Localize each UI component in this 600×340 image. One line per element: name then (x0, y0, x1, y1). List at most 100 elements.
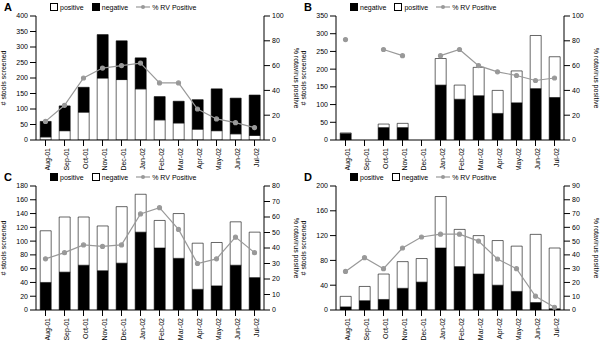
svg-text:200: 200 (16, 74, 28, 81)
svg-text:Oct-01: Oct-01 (382, 318, 389, 339)
svg-text:20: 20 (572, 112, 580, 119)
svg-text:# stools screened: # stools screened (300, 50, 307, 105)
svg-text:Dec-01: Dec-01 (420, 148, 427, 170)
svg-text:100: 100 (316, 101, 328, 108)
svg-text:Jan-02: Jan-02 (139, 318, 146, 340)
svg-text:180: 180 (16, 182, 28, 189)
svg-text:Aug-01: Aug-01 (44, 148, 52, 170)
svg-text:200: 200 (316, 182, 328, 189)
svg-text:60: 60 (572, 62, 580, 69)
svg-text:20: 20 (572, 279, 580, 286)
svg-text:160: 160 (316, 207, 328, 214)
svg-text:Mar-02: Mar-02 (177, 318, 184, 340)
svg-text:50: 50 (572, 238, 580, 245)
svg-text:Apr-02: Apr-02 (496, 148, 504, 169)
svg-text:Mar-02: Mar-02 (477, 318, 484, 340)
svg-text:Sep-01: Sep-01 (363, 318, 371, 340)
svg-text:300: 300 (316, 30, 328, 37)
svg-text:80: 80 (572, 196, 580, 203)
svg-text:40: 40 (272, 87, 280, 94)
svg-text:50: 50 (320, 119, 328, 126)
svg-text:70: 70 (572, 210, 580, 217)
svg-text:Feb-02: Feb-02 (158, 318, 165, 340)
svg-text:Jul-02: Jul-02 (553, 318, 560, 337)
svg-text:20: 20 (272, 112, 280, 119)
svg-text:Nov-01: Nov-01 (101, 318, 108, 340)
svg-text:0: 0 (24, 306, 28, 313)
svg-text:30: 30 (272, 260, 280, 267)
svg-text:Oct-01: Oct-01 (382, 148, 389, 169)
svg-text:60: 60 (572, 224, 580, 231)
svg-text:Sep-01: Sep-01 (63, 318, 71, 340)
svg-text:Jan-02: Jan-02 (439, 318, 446, 340)
svg-text:May-02: May-02 (215, 148, 223, 170)
svg-text:100: 100 (572, 12, 584, 19)
svg-text:% rotavirus positive: % rotavirus positive (292, 218, 300, 279)
svg-text:70: 70 (272, 198, 280, 205)
svg-text:Jul-02: Jul-02 (253, 318, 260, 337)
svg-text:150: 150 (16, 90, 28, 97)
svg-text:90: 90 (572, 182, 580, 189)
svg-text:Aug-01: Aug-01 (344, 148, 352, 170)
svg-text:Dec-01: Dec-01 (420, 318, 427, 340)
svg-text:0: 0 (24, 136, 28, 143)
svg-text:Oct-01: Oct-01 (82, 318, 89, 339)
svg-text:100: 100 (16, 238, 28, 245)
svg-text:150: 150 (316, 83, 328, 90)
svg-text:0: 0 (572, 306, 576, 313)
svg-text:20: 20 (272, 275, 280, 282)
svg-text:Nov-01: Nov-01 (401, 318, 408, 340)
svg-text:120: 120 (316, 232, 328, 239)
svg-text:May-02: May-02 (515, 148, 523, 170)
svg-text:Mar-02: Mar-02 (177, 148, 184, 170)
svg-text:Sep-01: Sep-01 (63, 148, 71, 170)
svg-text:120: 120 (16, 224, 28, 231)
svg-text:350: 350 (16, 28, 28, 35)
svg-text:80: 80 (272, 182, 280, 189)
svg-text:% rotavirus positive: % rotavirus positive (592, 218, 593, 279)
svg-text:Jan-02: Jan-02 (439, 148, 446, 170)
svg-text:Feb-02: Feb-02 (458, 148, 465, 170)
svg-text:80: 80 (20, 251, 28, 258)
svg-text:400: 400 (16, 12, 28, 19)
svg-text:60: 60 (272, 62, 280, 69)
svg-text:Jun-02: Jun-02 (534, 148, 541, 170)
svg-text:Jun-02: Jun-02 (234, 318, 241, 340)
svg-text:Feb-02: Feb-02 (458, 318, 465, 340)
svg-text:10: 10 (272, 291, 280, 298)
svg-text:250: 250 (316, 48, 328, 55)
svg-text:60: 60 (272, 213, 280, 220)
svg-text:Apr-02: Apr-02 (196, 148, 204, 169)
svg-text:0: 0 (324, 136, 328, 143)
svg-text:Nov-01: Nov-01 (401, 148, 408, 170)
svg-text:Jun-02: Jun-02 (234, 148, 241, 170)
svg-text:40: 40 (572, 251, 580, 258)
svg-text:# stools screened: # stools screened (300, 220, 307, 275)
svg-text:20: 20 (20, 293, 28, 300)
svg-text:140: 140 (16, 210, 28, 217)
svg-text:Aug-01: Aug-01 (44, 318, 52, 340)
svg-text:Apr-02: Apr-02 (196, 318, 204, 339)
svg-text:100: 100 (272, 12, 284, 19)
svg-text:May-02: May-02 (215, 318, 223, 340)
svg-text:Jun-02: Jun-02 (534, 318, 541, 340)
svg-text:80: 80 (272, 37, 280, 44)
svg-text:% rotavirus positive: % rotavirus positive (592, 48, 593, 109)
svg-text:0: 0 (272, 306, 276, 313)
svg-text:40: 40 (572, 87, 580, 94)
svg-text:80: 80 (572, 37, 580, 44)
svg-text:40: 40 (272, 244, 280, 251)
svg-text:0: 0 (272, 136, 276, 143)
svg-text:350: 350 (316, 12, 328, 19)
svg-text:160: 160 (16, 196, 28, 203)
svg-text:0: 0 (572, 136, 576, 143)
svg-text:300: 300 (16, 43, 28, 50)
svg-text:10: 10 (572, 293, 580, 300)
svg-text:200: 200 (316, 66, 328, 73)
svg-text:Jan-02: Jan-02 (139, 148, 146, 170)
svg-text:40: 40 (320, 282, 328, 289)
svg-text:Jul-02: Jul-02 (253, 148, 260, 167)
svg-text:250: 250 (16, 59, 28, 66)
svg-text:Mar-02: Mar-02 (477, 148, 484, 170)
svg-text:60: 60 (20, 265, 28, 272)
